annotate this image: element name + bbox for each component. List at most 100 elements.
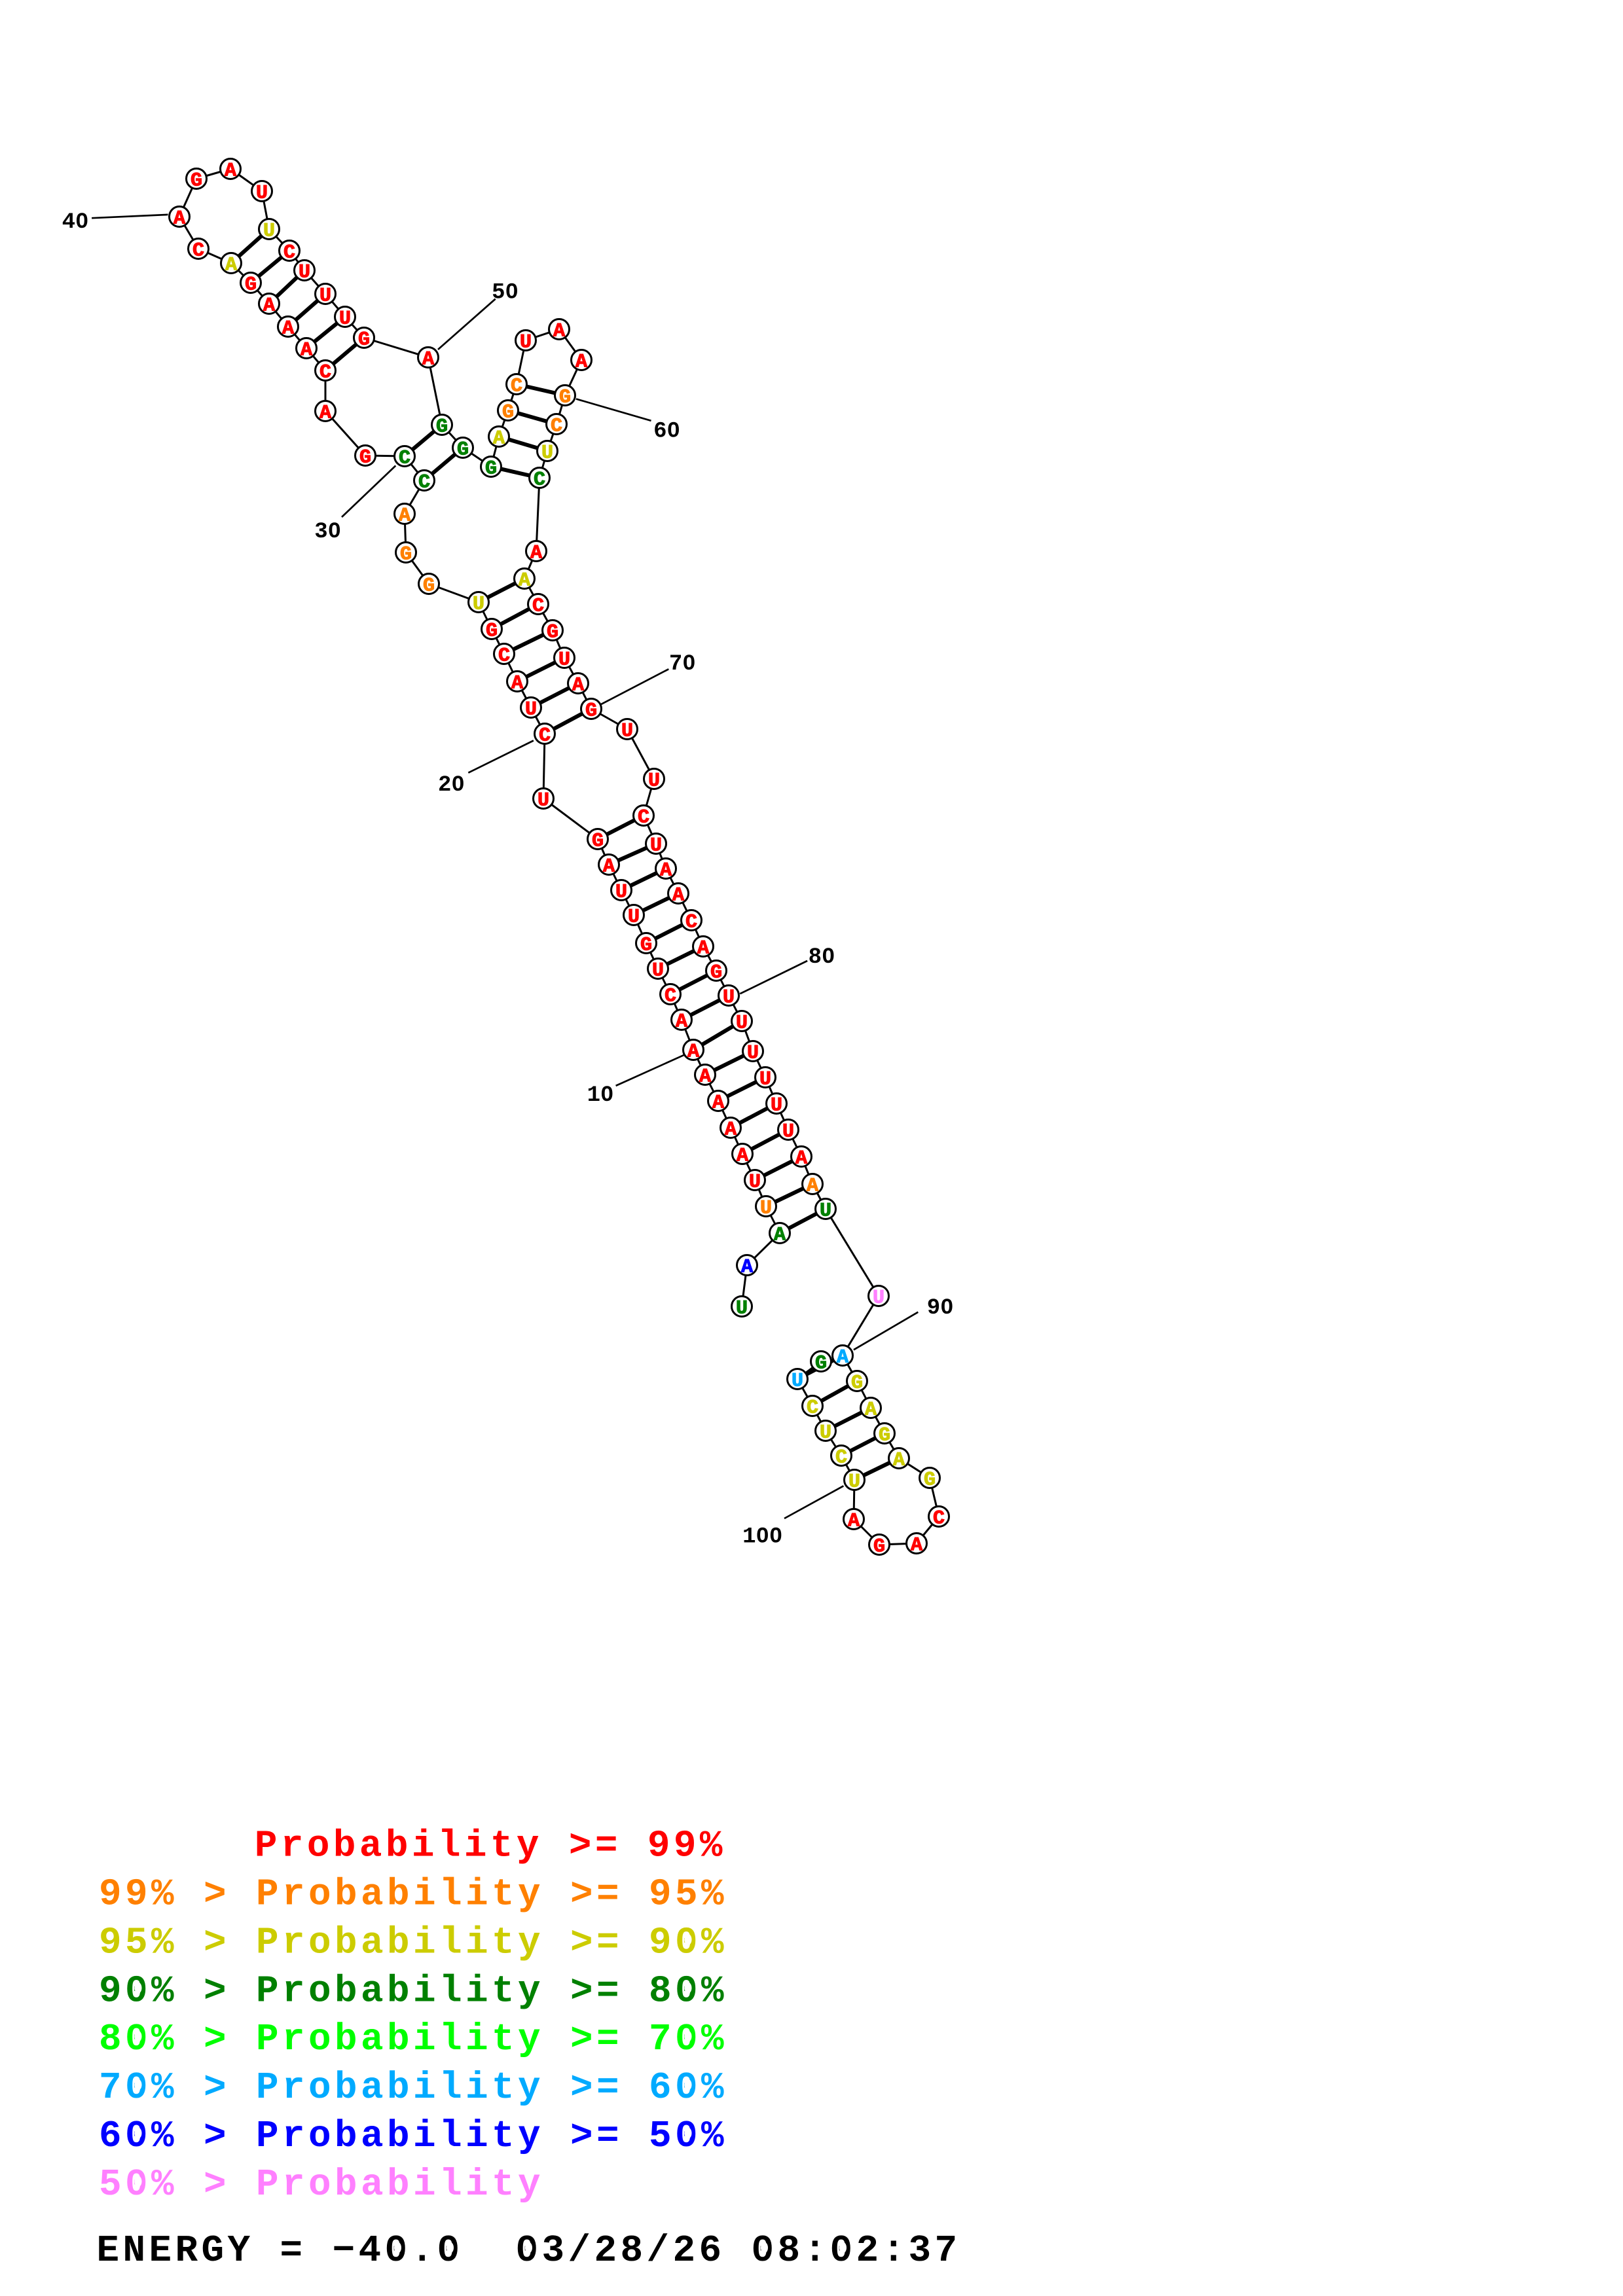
svg-text:A: A [519, 570, 530, 592]
svg-text:C: C [418, 472, 430, 494]
svg-text:G: G [359, 447, 371, 469]
svg-text:C: C [835, 1447, 847, 1469]
svg-text:C: C [807, 1397, 818, 1420]
svg-text:U: U [648, 770, 660, 793]
svg-text:95% > Probability >= 90%: 95% > Probability >= 90% [99, 1922, 727, 1964]
svg-text:U: U [736, 1013, 748, 1035]
svg-text:G: G [873, 1536, 885, 1558]
svg-text:A: A [807, 1175, 818, 1198]
svg-text:U: U [538, 790, 549, 812]
svg-text:U: U [621, 721, 633, 743]
svg-text:A: A [699, 1066, 711, 1088]
svg-text:U: U [520, 332, 532, 354]
svg-text:A: A [848, 1511, 860, 1533]
svg-text:G: G [559, 387, 571, 409]
svg-text:A: A [263, 295, 275, 317]
svg-text:C: C [319, 362, 331, 384]
svg-text:U: U [848, 1471, 860, 1494]
svg-text:U: U [628, 906, 640, 929]
svg-text:70: 70 [669, 652, 696, 677]
svg-text:A: A [572, 675, 584, 697]
svg-text:90% > Probability >= 80%: 90% > Probability >= 80% [99, 1970, 727, 2013]
svg-text:G: G [710, 962, 722, 984]
svg-text:C: C [539, 725, 551, 747]
svg-text:A: A [865, 1399, 877, 1422]
svg-text:A: A [725, 1119, 737, 1141]
svg-text:C: C [685, 912, 697, 934]
svg-text:A: A [493, 428, 505, 450]
svg-text:G: G [502, 402, 514, 424]
svg-text:U: U [473, 594, 484, 616]
svg-text:U: U [615, 882, 627, 904]
svg-text:G: G [585, 700, 597, 723]
svg-text:G: G [640, 935, 652, 957]
svg-text:C: C [665, 986, 676, 1008]
svg-text:50: 50 [492, 281, 519, 306]
svg-text:A: A [712, 1092, 724, 1115]
svg-text:50% > Probability: 50% > Probability [99, 2164, 544, 2206]
svg-text:G: G [485, 458, 497, 480]
svg-text:C: C [534, 469, 545, 492]
svg-text:U: U [760, 1198, 772, 1220]
svg-text:G: G [457, 439, 469, 461]
svg-text:U: U [299, 262, 310, 284]
svg-text:A: A [774, 1225, 786, 1247]
svg-text:A: A [173, 208, 185, 230]
svg-text:C: C [551, 416, 562, 438]
svg-text:G: G [400, 544, 412, 566]
svg-text:G: G [815, 1353, 827, 1375]
svg-text:30: 30 [314, 520, 341, 545]
svg-text:40: 40 [62, 210, 89, 235]
svg-text:C: C [498, 645, 510, 668]
svg-text:70% > Probability >= 60%: 70% > Probability >= 60% [99, 2067, 727, 2109]
svg-text:U: U [736, 1298, 748, 1320]
svg-text:U: U [749, 1172, 761, 1194]
svg-text:G: G [358, 329, 370, 351]
svg-text:A: A [837, 1347, 848, 1369]
svg-text:90: 90 [927, 1296, 954, 1321]
svg-text:A: A [660, 860, 672, 882]
svg-text:60% > Probability >= 50%: 60% > Probability >= 50% [99, 2115, 727, 2158]
svg-text:G: G [592, 831, 604, 853]
svg-text:A: A [225, 160, 236, 183]
svg-text:G: G [486, 620, 498, 643]
svg-text:U: U [319, 285, 331, 308]
svg-text:U: U [792, 1371, 803, 1393]
svg-text:A: A [282, 318, 294, 340]
svg-text:U: U [558, 649, 570, 672]
svg-text:U: U [771, 1095, 782, 1117]
svg-text:U: U [759, 1069, 771, 1091]
svg-text:U: U [339, 308, 351, 331]
svg-text:C: C [192, 240, 204, 262]
svg-text:G: G [191, 170, 202, 192]
svg-text:U: U [782, 1121, 794, 1143]
svg-text:C: C [511, 376, 522, 398]
svg-text:A: A [672, 885, 684, 907]
svg-text:80: 80 [809, 945, 835, 970]
svg-text:G: G [423, 575, 435, 598]
svg-text:U: U [541, 442, 553, 465]
svg-text:U: U [747, 1043, 759, 1065]
svg-text:A: A [399, 505, 410, 528]
svg-text:99% > Probability >= 95%: 99% > Probability >= 95% [99, 1873, 727, 1916]
svg-text:C: C [283, 242, 295, 264]
svg-text:A: A [530, 543, 542, 565]
svg-text:A: A [911, 1535, 922, 1557]
svg-text:A: A [301, 340, 312, 362]
svg-text:U: U [650, 835, 662, 857]
svg-text:G: G [436, 416, 448, 439]
svg-text:A: A [687, 1041, 699, 1064]
svg-text:C: C [638, 807, 649, 829]
svg-text:U: U [820, 1422, 831, 1444]
svg-text:A: A [795, 1148, 807, 1170]
svg-text:A: A [893, 1450, 905, 1472]
svg-text:A: A [553, 321, 565, 343]
svg-text:G: G [924, 1469, 936, 1492]
svg-text:U: U [820, 1200, 831, 1223]
svg-text:U: U [723, 987, 735, 1009]
svg-text:A: A [319, 403, 331, 425]
svg-text:Probability >= 99%: Probability >= 99% [255, 1825, 726, 1868]
svg-text:10: 10 [587, 1083, 614, 1108]
svg-text:U: U [652, 960, 664, 982]
svg-text:A: A [737, 1145, 748, 1168]
